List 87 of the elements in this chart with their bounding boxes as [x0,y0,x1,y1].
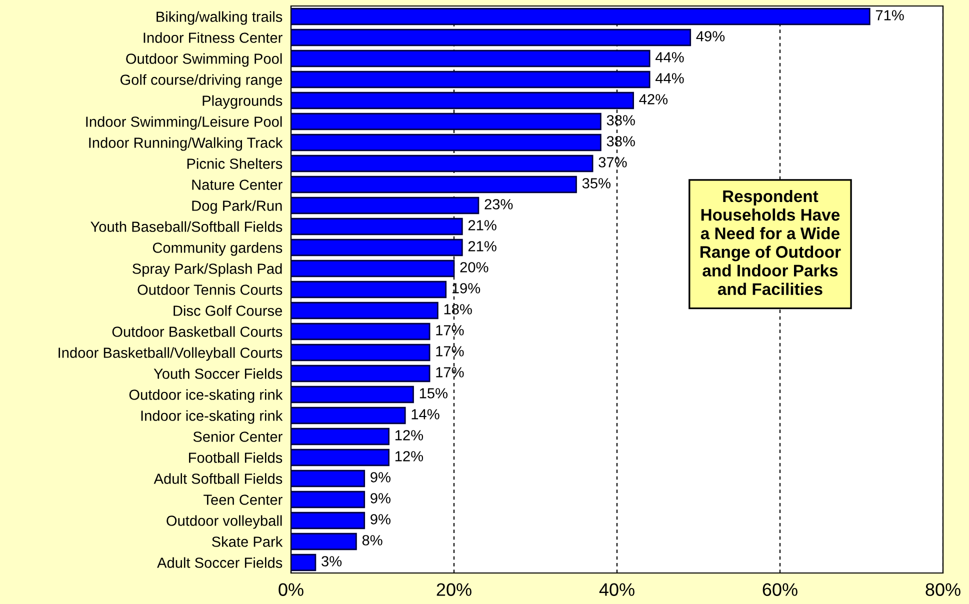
bar [291,322,430,340]
y-tick-label: Skate Park [212,536,283,547]
bar [291,260,455,278]
data-label: 15% [420,388,448,398]
bar [291,428,390,446]
bar [291,344,430,362]
bar [291,448,390,466]
data-label: 9% [370,472,390,482]
data-label: 19% [452,283,480,294]
y-tick-label: Outdoor volleyball [166,515,282,529]
bar [291,554,316,572]
bar [291,470,366,488]
data-label: 9% [370,493,390,504]
y-tick-label: Teen Center [204,494,282,505]
annotation: Respondent Households Have a Need for a Wide Range of Outdoor and Indoor Parks and Facilities [700,190,841,296]
data-label: 44% [655,73,684,84]
data-label: 38% [606,136,635,146]
y-tick-label: Golf course/driving range [120,74,282,88]
data-label: 18% [444,304,472,314]
y-tick-label: Football Fields [189,452,282,463]
data-label: 49% [696,31,725,42]
data-label: 44% [655,52,684,62]
data-label: 20% [460,262,488,272]
data-label: 9% [370,514,390,524]
x-tick-label: 60% [762,583,798,596]
x-tick-label: 20% [436,583,472,596]
bar [291,238,463,256]
y-tick-label: Indoor Swimming/Leisure Pool [86,116,282,130]
y-tick-label: Indoor Basketball/Volleyball Courts [58,347,282,361]
bar [291,364,430,382]
data-label: 3% [322,556,342,566]
bar [291,92,634,110]
bar [291,490,366,508]
y-tick-label: Youth Baseball/Softball Fields [90,221,282,232]
y-tick-label: Dog Park/Run [192,200,282,214]
bar [291,50,650,68]
y-tick-label: Playgrounds [202,95,282,109]
data-label: 21% [468,241,496,252]
bar [291,386,414,404]
bar [291,532,357,550]
bar [291,70,650,88]
data-label: 42% [639,94,668,104]
y-tick-label: Nature Center [192,180,282,190]
bar [291,196,480,214]
y-tick-label: Senior Center [193,431,282,442]
data-label: 71% [876,10,904,20]
bar [291,218,463,236]
data-label: 38% [606,115,635,126]
y-tick-label: Outdoor Swimming Pool [126,53,282,67]
y-tick-label: Adult Soccer Fields [157,557,282,568]
bar [291,512,366,530]
data-label: 21% [468,220,496,230]
y-tick-label: Picnic Shelters [187,158,282,169]
data-label: 12% [395,430,424,440]
y-tick-label: Adult Softball Fields [154,473,282,484]
y-tick-label: Outdoor Basketball Courts [112,326,282,337]
bar [291,8,870,26]
data-label: 12% [395,451,424,462]
data-label: 17% [436,346,464,356]
data-label: 14% [412,409,440,420]
y-tick-label: Disc Golf Course [174,305,282,316]
y-tick-label: Indoor Fitness Center [144,32,282,43]
bar [291,134,602,152]
data-label: 17% [436,367,464,378]
y-tick-label: Biking/walking trails [156,11,282,25]
y-tick-label: Outdoor ice-skating rink [129,389,283,403]
bar [291,280,447,298]
x-tick-label: 0% [278,583,304,596]
y-tick-label: Indoor Running/Walking Track [89,137,283,151]
x-tick-label: 80% [926,583,960,596]
bar [291,302,438,320]
bar [291,154,594,172]
bar [291,406,406,424]
bar [291,112,602,130]
y-tick-label: Indoor ice-skating rink [141,410,283,424]
data-label: 23% [484,199,513,210]
bar [291,28,692,46]
data-label: 8% [362,535,382,546]
y-tick-label: Youth Soccer Fields [154,368,282,379]
data-label: 37% [598,157,627,168]
x-tick-label: 40% [599,583,634,596]
y-tick-label: Outdoor Tennis Courts [138,284,282,295]
y-tick-label: Community gardens [152,242,282,256]
bar [291,176,577,194]
y-tick-label: Spray Park/Splash Pad [132,263,282,277]
data-label: 35% [582,178,610,188]
data-label: 17% [436,325,464,336]
